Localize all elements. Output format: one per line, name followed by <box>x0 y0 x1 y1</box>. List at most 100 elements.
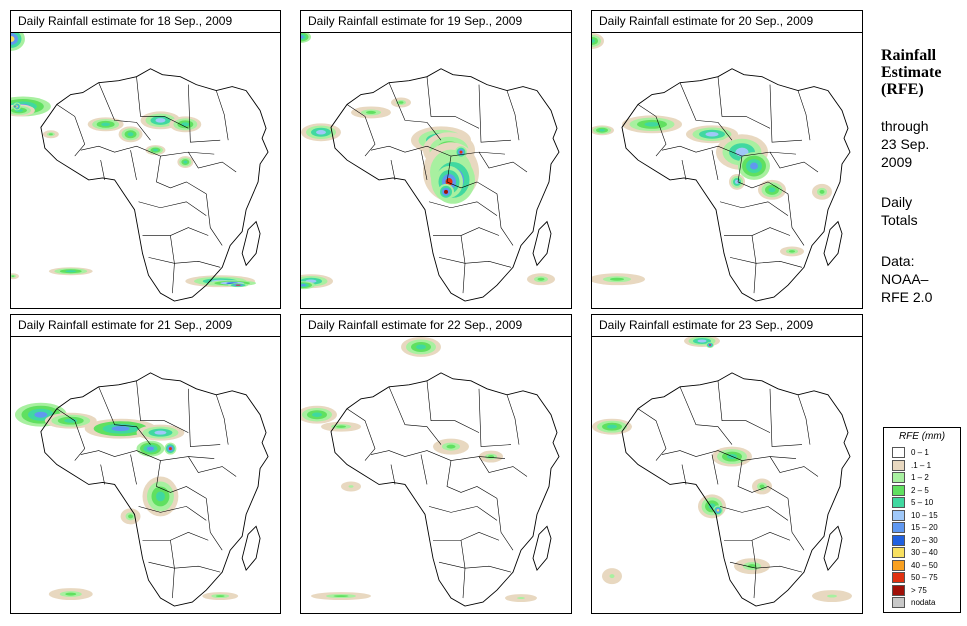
country-border <box>506 90 520 141</box>
madagascar-outline <box>241 525 261 572</box>
country-border <box>438 257 512 268</box>
country-border <box>478 388 512 447</box>
rainfall-area <box>366 110 376 114</box>
country-border <box>797 90 811 141</box>
coastline <box>330 372 560 607</box>
rainfall-area <box>65 592 77 596</box>
country-border <box>446 156 498 195</box>
rainfall-area <box>336 425 346 428</box>
rainfall-map <box>11 337 280 613</box>
rainfall-area <box>301 284 306 287</box>
country-border <box>719 506 789 521</box>
legend-swatch <box>892 547 905 558</box>
rainfall-area <box>348 485 354 488</box>
title-line: Rainfall <box>881 47 937 64</box>
country-border <box>188 456 237 477</box>
country-border <box>724 227 791 236</box>
country-border <box>80 450 215 461</box>
legend-swatch <box>892 559 905 571</box>
country-border <box>719 201 789 216</box>
country-border <box>188 388 221 447</box>
country-border <box>433 531 500 541</box>
rainfall-area <box>609 574 615 579</box>
legend-swatch <box>892 447 905 458</box>
rainfall-area <box>592 38 595 43</box>
rainfall-area <box>65 270 77 273</box>
coastline <box>40 372 269 607</box>
country-border <box>148 257 221 268</box>
country-border <box>769 388 803 447</box>
panel-title: Daily Rainfall estimate for 22 Sep., 200… <box>301 315 571 337</box>
legend-swatch <box>892 584 905 596</box>
country-border <box>637 408 667 461</box>
legend-label: 30 – 40 <box>911 548 938 557</box>
country-border <box>769 151 819 173</box>
country-border <box>138 506 207 521</box>
madagascar-outline <box>241 220 261 267</box>
country-border <box>100 464 105 485</box>
country-border <box>136 380 189 433</box>
rainfall-area <box>312 412 322 417</box>
sidebar-data-source: Data: NOAA– RFE 2.0 <box>881 252 965 306</box>
legend-label: .1 – 1 <box>911 460 932 470</box>
panel-title: Daily Rainfall estimate for 23 Sep., 200… <box>592 315 862 337</box>
title-line: Estimate <box>881 64 942 81</box>
africa-map-svg <box>301 33 560 302</box>
rainfall-area <box>599 129 605 132</box>
panel-title: Daily Rainfall estimate for 19 Sep., 200… <box>301 11 571 33</box>
rainfall-map <box>592 337 862 613</box>
country-border <box>136 76 189 129</box>
country-border <box>679 82 733 141</box>
legend-label: 0 – 1 <box>911 448 929 457</box>
africa-map-svg <box>14 372 269 607</box>
country-border <box>100 160 105 180</box>
rainfall-area <box>607 424 617 429</box>
country-border <box>170 235 175 294</box>
rainfall-area <box>11 275 15 277</box>
country-border <box>388 82 442 141</box>
coastline <box>40 68 269 302</box>
rainfall-area <box>819 189 825 194</box>
rainfall-area <box>759 484 765 489</box>
totals-line: Totals <box>881 212 918 228</box>
legend-label: 5 – 10 <box>911 498 934 507</box>
country-border <box>681 464 687 485</box>
rainfall-area <box>48 133 53 136</box>
country-border <box>428 506 498 521</box>
country-border <box>426 380 480 433</box>
map-panel-sep19: Daily Rainfall estimate for 19 Sep., 200… <box>300 10 572 309</box>
panel-title: Daily Rainfall estimate for 21 Sep., 200… <box>11 315 280 337</box>
legend-swatch <box>892 459 905 471</box>
country-border <box>346 408 376 461</box>
madagascar-outline <box>823 220 843 267</box>
country-border <box>506 394 520 445</box>
rainfall-area <box>34 411 48 418</box>
country-border <box>496 193 514 246</box>
legend-swatch <box>892 522 905 533</box>
country-border <box>769 456 819 477</box>
rainfall-area <box>827 594 837 598</box>
africa-map-svg <box>11 33 269 302</box>
country-border <box>142 227 209 236</box>
rainfall-map <box>592 33 862 308</box>
country-border <box>188 151 237 173</box>
country-border <box>426 76 480 129</box>
rainfall-area <box>14 105 16 107</box>
legend-label: nodata <box>911 598 936 607</box>
legend-label: 50 – 75 <box>911 573 938 582</box>
country-border <box>717 380 771 433</box>
rainfall-area <box>697 339 707 343</box>
country-border <box>170 540 175 599</box>
rainfall-area <box>111 426 130 432</box>
coastline <box>621 68 851 302</box>
legend-label: 20 – 30 <box>911 535 938 545</box>
country-border <box>388 386 442 445</box>
rainfall-area <box>459 150 463 154</box>
country-border <box>460 235 466 294</box>
rainfall-map <box>11 33 280 308</box>
rainfall-area <box>183 160 188 164</box>
country-border <box>460 540 466 599</box>
country-border <box>717 76 771 129</box>
rainfall-area <box>735 147 749 157</box>
country-border <box>433 227 500 236</box>
